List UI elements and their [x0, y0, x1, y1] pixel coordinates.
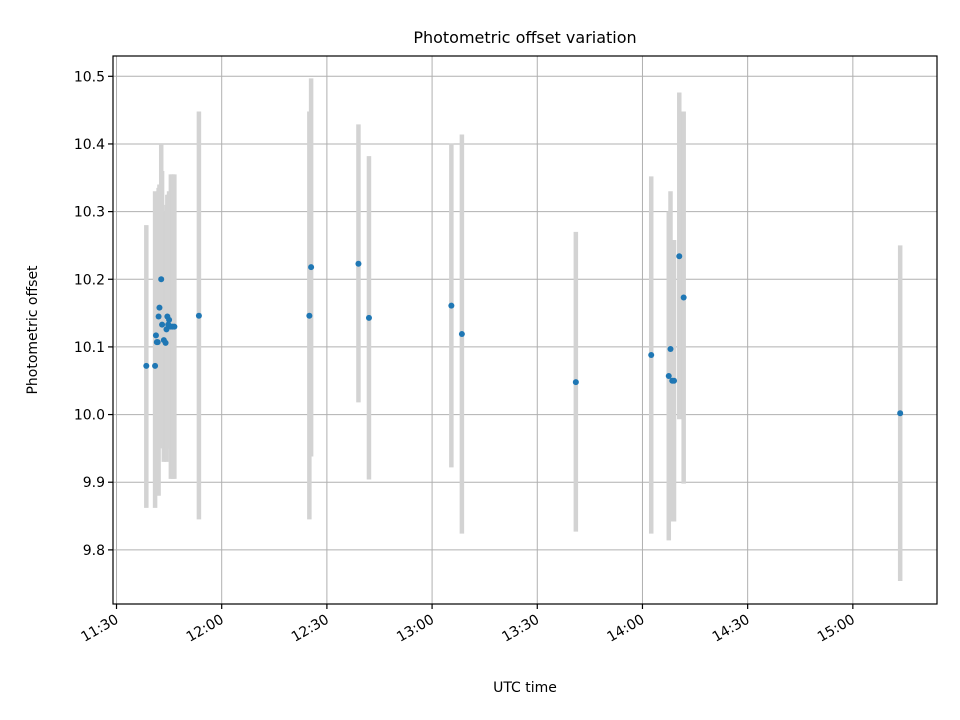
data-point [572, 379, 579, 386]
x-tick-label: 14:30 [710, 612, 753, 646]
data-point [155, 313, 162, 320]
data-point [306, 312, 313, 319]
y-tick-label: 10.3 [74, 205, 105, 221]
error-bars [144, 78, 903, 581]
x-tick-label: 15:00 [815, 612, 858, 646]
data-point [152, 332, 159, 339]
data-point [156, 304, 163, 311]
y-tick-label: 10.0 [74, 408, 105, 424]
x-axis-label: UTC time [493, 680, 557, 696]
data-point [171, 323, 178, 330]
data-point [680, 294, 687, 301]
data-point [671, 377, 678, 384]
chart-title: Photometric offset variation [413, 28, 636, 47]
data-point [163, 326, 170, 333]
data-point [458, 331, 465, 338]
data-point [158, 276, 165, 283]
grid [113, 56, 937, 604]
y-tick-label: 9.9 [83, 475, 105, 491]
y-tick-label: 10.1 [74, 340, 105, 356]
x-tick-label: 12:30 [289, 612, 332, 646]
data-point [667, 345, 674, 352]
data-point [152, 362, 159, 369]
data-point [143, 362, 150, 369]
x-tick-label: 11:30 [79, 612, 122, 646]
y-axis-ticks: 9.8 9.9 10.0 10.1 10.2 10.3 10.4 10.5 [74, 69, 113, 559]
y-axis-label: Photometric offset [25, 265, 41, 395]
data-point [355, 260, 362, 267]
data-point [448, 302, 455, 309]
data-point [665, 373, 672, 380]
x-tick-label: 14:00 [605, 612, 648, 646]
y-tick-label: 9.8 [83, 543, 105, 559]
x-axis-ticks: 11:30 12:00 12:30 13:00 13:30 14:00 14:30 15:00 [79, 604, 858, 646]
data-point [308, 264, 315, 271]
data-point [897, 410, 904, 417]
data-point [365, 314, 372, 321]
y-tick-label: 10.5 [74, 69, 105, 85]
data-point [159, 321, 166, 328]
data-point [154, 339, 161, 346]
data-point [676, 253, 683, 260]
data-points [143, 253, 904, 417]
data-point [166, 316, 173, 323]
x-tick-label: 13:00 [394, 612, 437, 646]
data-point [195, 312, 202, 319]
plot-frame [112, 55, 938, 605]
data-point [648, 352, 655, 359]
data-point [162, 339, 169, 346]
y-tick-label: 10.4 [74, 137, 105, 153]
x-tick-label: 12:00 [184, 612, 227, 646]
x-tick-label: 13:30 [499, 612, 542, 646]
y-tick-label: 10.2 [74, 272, 105, 288]
